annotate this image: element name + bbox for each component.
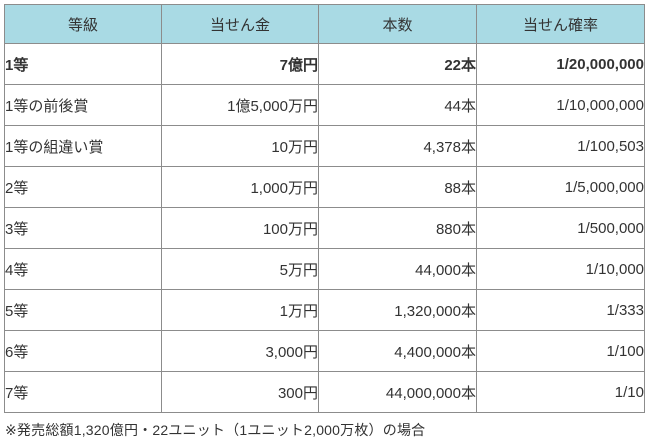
- header-probability: 当せん確率: [476, 4, 645, 44]
- rank-cell: 2等: [4, 166, 162, 208]
- probability-cell: 1/100: [476, 330, 645, 372]
- prize-cell: 100万円: [161, 207, 319, 249]
- table-row: 2等 1,000万円 88本 1/5,000,000: [4, 166, 645, 208]
- probability-cell: 1/100,503: [476, 125, 645, 167]
- rank-cell: 5等: [4, 289, 162, 331]
- rank-cell: 1等の組違い賞: [4, 125, 162, 167]
- table-row: 1等の前後賞 1億5,000万円 44本 1/10,000,000: [4, 84, 645, 126]
- rank-cell: 6等: [4, 330, 162, 372]
- table-row: 6等 3,000円 4,400,000本 1/100: [4, 330, 645, 372]
- rank-cell: 3等: [4, 207, 162, 249]
- probability-cell: 1/10,000: [476, 248, 645, 290]
- count-cell: 22本: [318, 43, 477, 85]
- count-cell: 1,320,000本: [318, 289, 477, 331]
- count-cell: 44,000本: [318, 248, 477, 290]
- count-cell: 44,000,000本: [318, 371, 477, 413]
- probability-cell: 1/20,000,000: [476, 43, 645, 85]
- rank-cell: 4等: [4, 248, 162, 290]
- table-row: 1等の組違い賞 10万円 4,378本 1/100,503: [4, 125, 645, 167]
- rank-cell: 1等: [4, 43, 162, 85]
- count-cell: 880本: [318, 207, 477, 249]
- probability-cell: 1/10,000,000: [476, 84, 645, 126]
- table-row: 7等 300円 44,000,000本 1/10: [4, 371, 645, 413]
- probability-cell: 1/5,000,000: [476, 166, 645, 208]
- count-cell: 44本: [318, 84, 477, 126]
- prize-cell: 5万円: [161, 248, 319, 290]
- prize-cell: 300円: [161, 371, 319, 413]
- count-cell: 4,400,000本: [318, 330, 477, 372]
- table-row: 3等 100万円 880本 1/500,000: [4, 207, 645, 249]
- prize-cell: 1,000万円: [161, 166, 319, 208]
- table-row: 1等 7億円 22本 1/20,000,000: [4, 43, 645, 85]
- count-cell: 88本: [318, 166, 477, 208]
- rank-cell: 7等: [4, 371, 162, 413]
- table-row: 5等 1万円 1,320,000本 1/333: [4, 289, 645, 331]
- prize-cell: 1億5,000万円: [161, 84, 319, 126]
- header-count: 本数: [318, 4, 477, 44]
- prize-cell: 10万円: [161, 125, 319, 167]
- prize-cell: 7億円: [161, 43, 319, 85]
- lottery-prize-page: 等級 当せん金 本数 当せん確率 1等 7億円 22本 1/20,000,000 1等の…: [4, 4, 646, 440]
- prize-cell: 3,000円: [161, 330, 319, 372]
- prize-cell: 1万円: [161, 289, 319, 331]
- count-cell: 4,378本: [318, 125, 477, 167]
- rank-cell: 1等の前後賞: [4, 84, 162, 126]
- table-row: 4等 5万円 44,000本 1/10,000: [4, 248, 645, 290]
- prize-table-header: 等級 当せん金 本数 当せん確率: [4, 4, 645, 44]
- prize-table: 等級 当せん金 本数 当せん確率 1等 7億円 22本 1/20,000,000 1等の…: [4, 4, 645, 413]
- probability-cell: 1/333: [476, 289, 645, 331]
- prize-table-body: 1等 7億円 22本 1/20,000,000 1等の前後賞 1億5,000万円 44本 1/…: [4, 43, 645, 413]
- probability-cell: 1/10: [476, 371, 645, 413]
- header-prize: 当せん金: [161, 4, 319, 44]
- header-row: 等級 当せん金 本数 当せん確率: [4, 4, 645, 44]
- header-rank: 等級: [4, 4, 162, 44]
- probability-cell: 1/500,000: [476, 207, 645, 249]
- sales-total-footnote: ※発売総額1,320億円・22ユニット（1ユニット2,000万枚）の場合: [5, 422, 426, 438]
